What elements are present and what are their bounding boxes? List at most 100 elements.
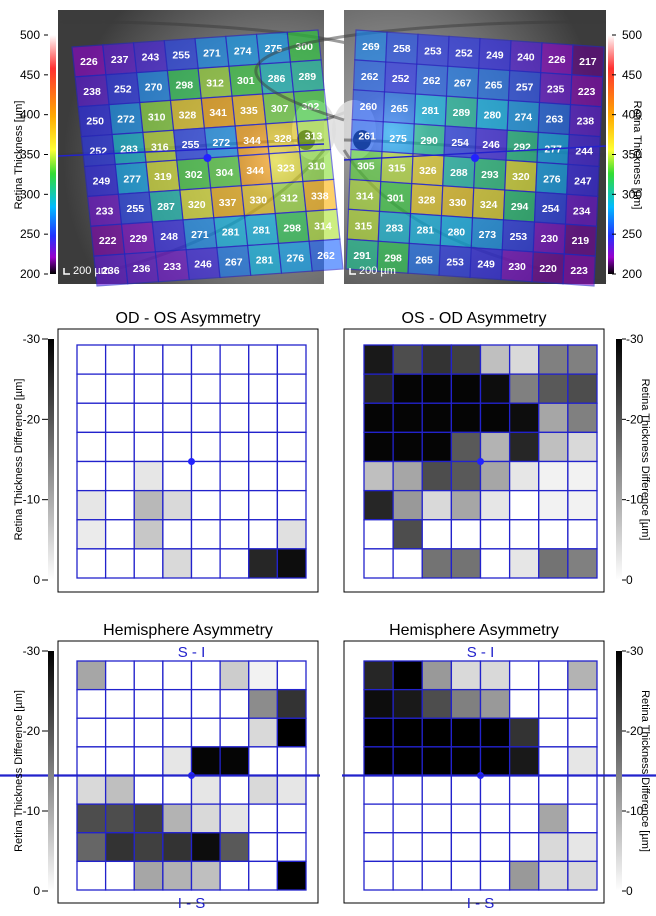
difference-cell (508, 460, 540, 492)
thickness-value: 254 (451, 137, 469, 149)
difference-cell (104, 717, 135, 748)
os-thickness-panel: 269 258 253 252 249 240 226 217 262 252 262 267 265 2… (254, 10, 643, 287)
difference-cell (76, 832, 107, 863)
colorbar-tick-label: -20 (23, 412, 41, 426)
colorbar-label: Retina Thickness Difference [µm] (639, 379, 651, 541)
thickness-value: 280 (448, 227, 466, 239)
difference-cell (567, 717, 598, 748)
od-os-panel: OD - OS Asymmetry -30 -20 -10 0 Retina Thickn… (13, 310, 319, 593)
difference-cell (363, 860, 394, 891)
colorbar-tick-label: 300 (622, 187, 642, 201)
thickness-value: 254 (542, 203, 560, 215)
colorbar-tick-label: -30 (23, 332, 41, 346)
thickness-value: 222 (99, 235, 117, 247)
difference-cell (538, 688, 569, 719)
thickness-value: 315 (388, 163, 406, 175)
difference-cell (248, 460, 279, 492)
thickness-value: 236 (133, 263, 151, 275)
thickness-value: 233 (96, 205, 114, 217)
difference-cell (479, 660, 511, 691)
difference-cell (276, 431, 307, 463)
difference-cell (392, 344, 423, 375)
thickness-value: 281 (253, 225, 271, 237)
panel-title: OS - OD Asymmetry (402, 310, 547, 327)
difference-cell (76, 660, 107, 691)
fovea-marker (471, 154, 479, 162)
colorbar-tick-label: 0 (626, 573, 633, 587)
thickness-value: 272 (213, 137, 231, 149)
difference-cell (162, 460, 193, 492)
difference-cell (567, 660, 598, 691)
thickness-value: 298 (176, 79, 194, 91)
thickness-value: 226 (548, 54, 566, 66)
inferior-minus-superior-label: I - S (467, 895, 495, 911)
difference-cell (133, 460, 164, 492)
difference-cell (219, 519, 250, 550)
difference-cell (538, 746, 569, 777)
difference-cell (450, 344, 482, 375)
difference-cell (133, 717, 164, 748)
thickness-value: 265 (485, 79, 503, 91)
difference-cell (567, 803, 598, 834)
difference-cell (219, 803, 250, 834)
thickness-value: 305 (357, 161, 375, 173)
difference-cell (248, 688, 279, 719)
difference-cell (421, 373, 453, 404)
difference-cell (219, 373, 250, 404)
difference-cell (450, 746, 482, 777)
difference-cell (76, 746, 107, 777)
difference-cell (133, 431, 164, 463)
difference-cell (248, 344, 279, 375)
difference-cell (538, 431, 569, 463)
difference-cell (248, 774, 279, 805)
colorbar-tick-label: 200 (20, 267, 40, 281)
colorbar-tick-label: 350 (20, 148, 40, 162)
difference-cells (76, 344, 307, 579)
thickness-value: 262 (423, 75, 441, 87)
difference-cell (133, 832, 164, 863)
thickness-value: 257 (516, 82, 534, 94)
difference-cell (276, 746, 307, 777)
difference-cell (276, 803, 307, 834)
difference-cell (392, 774, 423, 805)
difference-cell (421, 860, 453, 891)
difference-cell (450, 460, 482, 492)
thickness-value: 312 (206, 77, 224, 89)
thickness-value: 341 (209, 107, 227, 119)
thickness-value: 272 (117, 114, 135, 126)
difference-cell (104, 660, 135, 691)
difference-cell (219, 344, 250, 375)
difference-cell (363, 344, 394, 375)
difference-cell (248, 803, 279, 834)
thickness-value: 313 (305, 131, 323, 143)
difference-cell (479, 548, 511, 579)
difference-cell (276, 373, 307, 404)
thickness-value: 337 (219, 197, 237, 209)
thickness-value: 252 (114, 84, 132, 96)
difference-cell (190, 688, 221, 719)
difference-cell (104, 688, 135, 719)
difference-cell (162, 519, 193, 550)
difference-cell (538, 860, 569, 891)
thickness-value: 289 (453, 107, 471, 119)
difference-cell (248, 832, 279, 863)
difference-cell (392, 519, 423, 550)
difference-cell (190, 344, 221, 375)
difference-cell (190, 803, 221, 834)
difference-cell (392, 489, 423, 521)
difference-cell (538, 774, 569, 805)
colorbar-tick-label: 200 (622, 267, 642, 281)
difference-cell (133, 548, 164, 579)
difference-cell (508, 660, 540, 691)
scale-bar (63, 268, 70, 275)
fovea-marker (477, 458, 484, 465)
difference-cell (508, 746, 540, 777)
colorbar-label: Retina Thickness Difference [µm] (13, 690, 25, 852)
difference-cell (162, 860, 193, 891)
difference-cell (538, 402, 569, 434)
difference-cell (363, 548, 394, 579)
colorbar (50, 35, 56, 274)
difference-cell (538, 832, 569, 863)
thickness-value: 289 (299, 71, 317, 83)
difference-cell (567, 860, 598, 891)
